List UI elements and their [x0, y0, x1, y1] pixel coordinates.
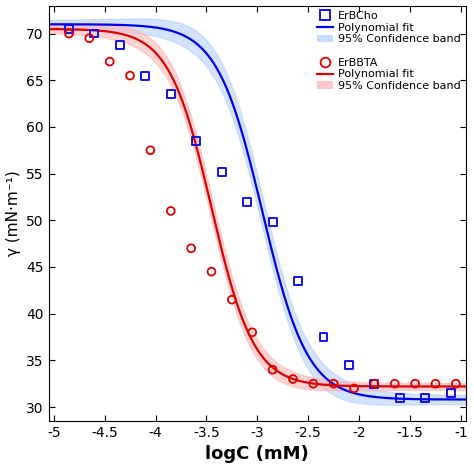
Point	[126, 72, 134, 79]
Point	[187, 244, 195, 252]
Point	[116, 41, 124, 48]
Point	[391, 380, 399, 387]
Point	[243, 198, 251, 205]
Point	[192, 137, 200, 144]
Point	[345, 361, 353, 369]
Point	[167, 207, 174, 215]
Point	[248, 329, 256, 336]
Point	[167, 91, 174, 98]
Point	[371, 380, 378, 387]
Point	[208, 268, 215, 275]
Y-axis label: γ (mN·m⁻¹): γ (mN·m⁻¹)	[6, 170, 20, 256]
Point	[330, 380, 337, 387]
Point	[350, 385, 358, 392]
Point	[411, 380, 419, 387]
Point	[65, 30, 73, 38]
Point	[106, 58, 113, 65]
Point	[447, 389, 455, 397]
Point	[421, 394, 429, 401]
Point	[269, 219, 276, 226]
Point	[310, 380, 317, 387]
Point	[396, 394, 404, 401]
Point	[319, 333, 327, 341]
Point	[289, 375, 297, 383]
Point	[432, 380, 439, 387]
Point	[452, 380, 460, 387]
Point	[85, 35, 93, 42]
Point	[91, 30, 98, 38]
X-axis label: logC (mM): logC (mM)	[205, 446, 309, 463]
Point	[65, 25, 73, 33]
Point	[294, 277, 302, 285]
Point	[371, 380, 378, 387]
Legend: ErBCho, Polynomial fit, 95% Confidence band, , ErBBTA, Polynomial fit, 95% Confi: ErBCho, Polynomial fit, 95% Confidence b…	[313, 8, 464, 94]
Point	[142, 72, 149, 79]
Point	[146, 146, 154, 154]
Point	[228, 296, 236, 303]
Point	[218, 168, 226, 175]
Point	[269, 366, 276, 373]
